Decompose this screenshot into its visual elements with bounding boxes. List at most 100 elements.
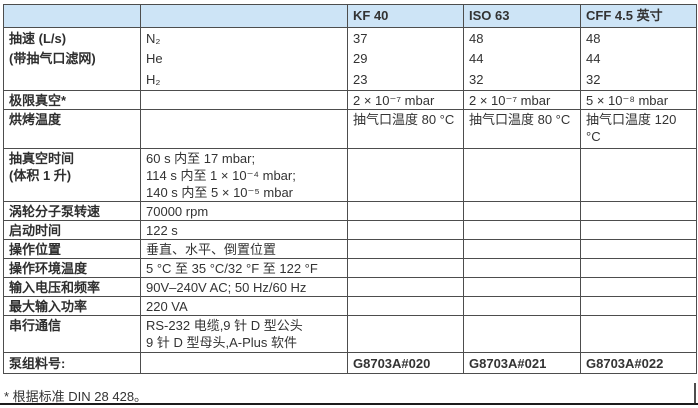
label-pumpdown-time: 抽真空时间 (体积 1 升) bbox=[3, 148, 141, 203]
empty-cell bbox=[463, 239, 581, 260]
empty-cell bbox=[140, 90, 348, 111]
header-cell-iso63: ISO 63 bbox=[463, 4, 581, 28]
pumpdown-label-line2: (体积 1 升) bbox=[9, 168, 72, 184]
row-pumping-speed: 抽速 (L/s) (带抽气口滤网) N₂ He H₂ 37 29 23 48 4… bbox=[3, 26, 697, 92]
empty-cell bbox=[463, 277, 581, 298]
empty-cell bbox=[580, 239, 697, 260]
header-empty-cell-2 bbox=[140, 4, 348, 28]
value-startup-time: 122 s bbox=[140, 220, 348, 241]
label-ultimate-vacuum: 极限真空* bbox=[3, 90, 141, 111]
table-header-row: KF 40 ISO 63 CFF 4.5 英寸 bbox=[3, 4, 697, 28]
speed-kf40-he: 29 bbox=[353, 51, 368, 67]
pumpdown-line-3: 140 s 内至 5 × 10⁻⁵ mbar bbox=[146, 185, 294, 201]
row-ambient-temperature: 操作环境温度 5 °C 至 35 °C/32 °F 至 122 °F bbox=[3, 258, 697, 279]
header-cell-kf40: KF 40 bbox=[347, 4, 464, 28]
value-speed-cff45: 48 44 32 bbox=[580, 26, 697, 92]
empty-cell bbox=[140, 352, 348, 375]
empty-cell bbox=[580, 315, 697, 354]
speed-iso63-h2: 32 bbox=[469, 71, 484, 87]
pump-spec-table: KF 40 ISO 63 CFF 4.5 英寸 抽速 (L/s) (带抽气口滤网… bbox=[3, 4, 697, 375]
value-part-number-kf40: G8703A#020 bbox=[347, 352, 464, 375]
empty-cell bbox=[347, 220, 464, 241]
label-part-number: 泵组料号: bbox=[3, 352, 141, 375]
pumpdown-line-2: 114 s 内至 1 × 10⁻⁴ mbar; bbox=[146, 168, 296, 184]
value-bakeout-kf40: 抽气口温度 80 °C bbox=[347, 109, 464, 150]
row-pumpdown-time: 抽真空时间 (体积 1 升) 60 s 内至 17 mbar; 114 s 内至… bbox=[3, 148, 697, 203]
label-bakeout-temperature: 烘烤温度 bbox=[3, 109, 141, 150]
value-vacuum-iso63: 2 × 10⁻⁷ mbar bbox=[463, 90, 581, 111]
empty-cell bbox=[580, 148, 697, 203]
page-right-border bbox=[694, 383, 696, 405]
empty-cell bbox=[140, 109, 348, 150]
value-speed-kf40: 37 29 23 bbox=[347, 26, 464, 92]
value-part-number-cff45: G8703A#022 bbox=[580, 352, 697, 375]
row-ultimate-vacuum: 极限真空* 2 × 10⁻⁷ mbar 2 × 10⁻⁷ mbar 5 × 10… bbox=[3, 90, 697, 111]
empty-cell bbox=[347, 239, 464, 260]
empty-cell bbox=[347, 277, 464, 298]
value-speed-iso63: 48 44 32 bbox=[463, 26, 581, 92]
empty-cell bbox=[580, 258, 697, 279]
value-vacuum-kf40: 2 × 10⁻⁷ mbar bbox=[347, 90, 464, 111]
gas-h2: H₂ bbox=[146, 71, 161, 87]
empty-cell bbox=[347, 201, 464, 222]
serial-line-2: 9 针 D 型母头,A-Plus 软件 bbox=[146, 335, 297, 351]
value-input-voltage-frequency: 90V–240V AC; 50 Hz/60 Hz bbox=[140, 277, 348, 298]
header-empty-cell-1 bbox=[3, 4, 141, 28]
value-bakeout-cff45: 抽气口温度 120 °C bbox=[580, 109, 697, 150]
speed-iso63-n2: 48 bbox=[469, 31, 484, 46]
empty-cell bbox=[463, 220, 581, 241]
speed-cff45-n2: 48 bbox=[586, 31, 601, 46]
row-startup-time: 启动时间 122 s bbox=[3, 220, 697, 241]
row-operating-position: 操作位置 垂直、水平、倒置位置 bbox=[3, 239, 697, 260]
value-operating-position: 垂直、水平、倒置位置 bbox=[140, 239, 348, 260]
speed-iso63-he: 44 bbox=[469, 51, 484, 67]
value-serial-communication: RS-232 电缆,9 针 D 型公头 9 针 D 型母头,A-Plus 软件 bbox=[140, 315, 348, 354]
pumpdown-label-line1: 抽真空时间 bbox=[9, 151, 75, 167]
row-serial-communication: 串行通信 RS-232 电缆,9 针 D 型公头 9 针 D 型母头,A-Plu… bbox=[3, 315, 697, 354]
empty-cell bbox=[463, 258, 581, 279]
row-input-voltage-frequency: 输入电压和频率 90V–240V AC; 50 Hz/60 Hz bbox=[3, 277, 697, 298]
value-ambient-temperature: 5 °C 至 35 °C/32 °F 至 122 °F bbox=[140, 258, 348, 279]
label-input-voltage-frequency: 输入电压和频率 bbox=[3, 277, 141, 298]
empty-cell bbox=[580, 296, 697, 317]
row-max-input-power: 最大输入功率 220 VA bbox=[3, 296, 697, 317]
label-serial-communication: 串行通信 bbox=[3, 315, 141, 354]
gas-he: He bbox=[146, 51, 163, 67]
gas-n2: N₂ bbox=[146, 31, 161, 46]
empty-cell bbox=[347, 258, 464, 279]
label-startup-time: 启动时间 bbox=[3, 220, 141, 241]
serial-line-1: RS-232 电缆,9 针 D 型公头 bbox=[146, 318, 303, 334]
value-pumpdown-time: 60 s 内至 17 mbar; 114 s 内至 1 × 10⁻⁴ mbar;… bbox=[140, 148, 348, 203]
pumping-speed-label-line2: (带抽气口滤网) bbox=[9, 51, 96, 67]
pumping-speed-label-line1: 抽速 (L/s) bbox=[9, 31, 67, 46]
row-bakeout-temperature: 烘烤温度 抽气口温度 80 °C 抽气口温度 80 °C 抽气口温度 120 °… bbox=[3, 109, 697, 150]
empty-cell bbox=[347, 296, 464, 317]
footnote-text: * 根据标准 DIN 28 428。 bbox=[4, 389, 148, 404]
label-ambient-temperature: 操作环境温度 bbox=[3, 258, 141, 279]
empty-cell bbox=[580, 201, 697, 222]
empty-cell bbox=[463, 201, 581, 222]
empty-cell bbox=[580, 277, 697, 298]
label-pumping-speed: 抽速 (L/s) (带抽气口滤网) bbox=[3, 26, 141, 92]
speed-cff45-he: 44 bbox=[586, 51, 601, 67]
header-cell-cff45: CFF 4.5 英寸 bbox=[580, 4, 697, 28]
value-vacuum-cff45: 5 × 10⁻⁸ mbar bbox=[580, 90, 697, 111]
row-part-number: 泵组料号: G8703A#020 G8703A#021 G8703A#022 bbox=[3, 352, 697, 375]
speed-kf40-h2: 23 bbox=[353, 71, 368, 87]
value-bakeout-iso63: 抽气口温度 80 °C bbox=[463, 109, 581, 150]
label-operating-position: 操作位置 bbox=[3, 239, 141, 260]
empty-cell bbox=[463, 296, 581, 317]
speed-kf40-n2: 37 bbox=[353, 31, 368, 46]
label-rotation-speed: 涡轮分子泵转速 bbox=[3, 201, 141, 222]
pumpdown-line-1: 60 s 内至 17 mbar; bbox=[146, 151, 256, 167]
empty-cell bbox=[463, 315, 581, 354]
row-rotation-speed: 涡轮分子泵转速 70000 rpm bbox=[3, 201, 697, 222]
value-rotation-speed: 70000 rpm bbox=[140, 201, 348, 222]
gas-list-cell: N₂ He H₂ bbox=[140, 26, 348, 92]
empty-cell bbox=[580, 220, 697, 241]
page-bottom-border bbox=[0, 403, 698, 405]
empty-cell bbox=[347, 148, 464, 203]
speed-cff45-h2: 32 bbox=[586, 71, 601, 87]
label-max-input-power: 最大输入功率 bbox=[3, 296, 141, 317]
